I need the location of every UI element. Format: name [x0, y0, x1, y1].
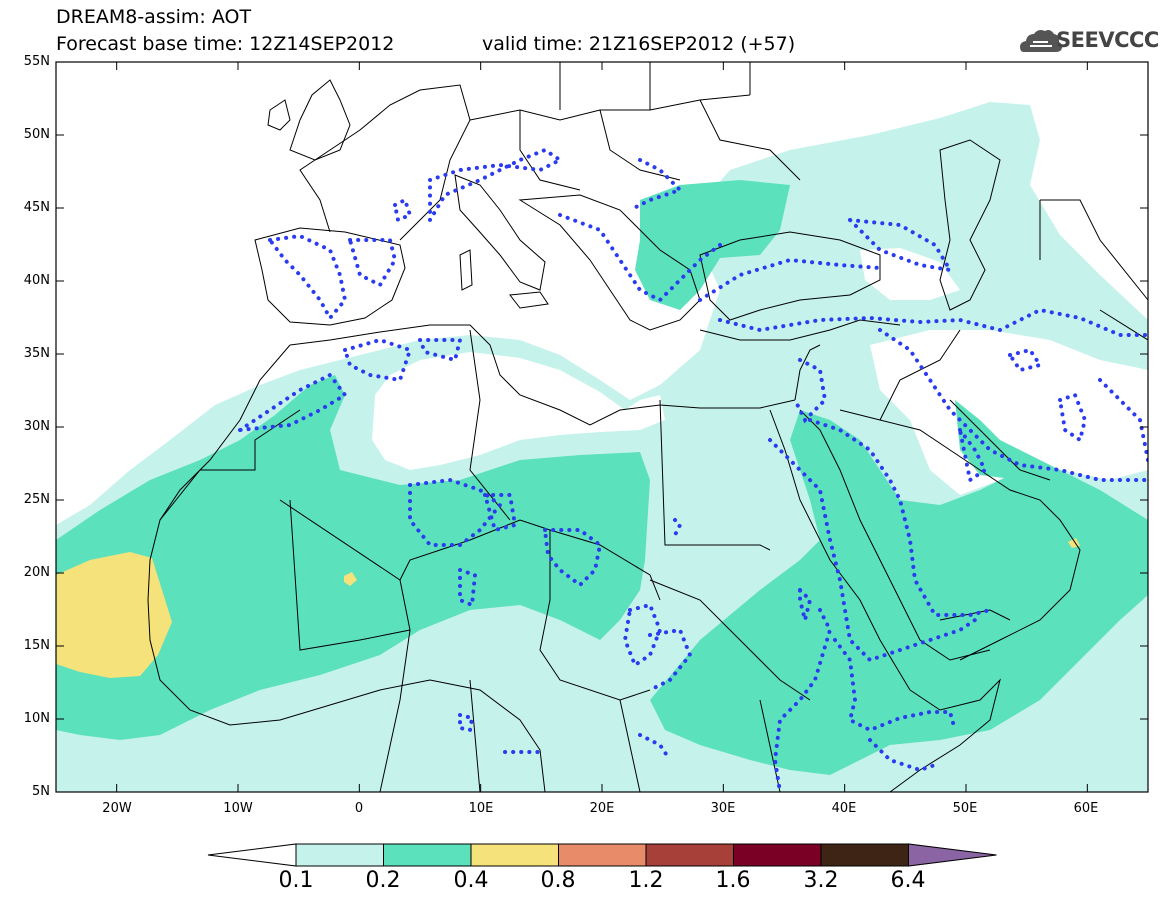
lat-tick-label: 25N	[23, 492, 50, 507]
lon-tick-label: 60E	[1073, 801, 1099, 816]
lat-tick-label: 55N	[23, 54, 50, 69]
colorbar-label: 6.4	[890, 868, 926, 893]
colorbar-label: 1.2	[628, 868, 664, 893]
lat-tick-label: 20N	[23, 565, 50, 580]
colorbar-label: 0.4	[453, 868, 489, 893]
colorbar-label: 0.1	[278, 868, 314, 893]
lon-tick-label: 20W	[102, 801, 132, 816]
colorbar-label: 3.2	[803, 868, 839, 893]
lon-tick-label: 30E	[710, 801, 736, 816]
lon-tick-label: 40E	[831, 801, 857, 816]
colorbar-label: 0.2	[365, 868, 401, 893]
lat-tick-label: 15N	[23, 638, 50, 653]
lat-tick-label: 10N	[23, 711, 50, 726]
lon-tick-label: 0	[354, 801, 364, 816]
logo-text: SEEVCCC	[1056, 28, 1159, 52]
lat-tick-label: 50N	[23, 127, 50, 142]
map-title: DREAM8-assim: AOT	[56, 6, 252, 28]
colorbar-label: 1.6	[715, 868, 751, 893]
aot-region-high	[56, 552, 172, 678]
cloud-icon	[1020, 30, 1063, 52]
aot-region-mid	[56, 375, 650, 740]
lat-tick-label: 45N	[23, 200, 50, 215]
colorbar-label: 0.8	[540, 868, 576, 893]
lat-tick-label: 35N	[23, 346, 50, 361]
lat-tick-label: 5N	[32, 784, 50, 799]
lon-tick-label: 10E	[468, 801, 494, 816]
valid-time: valid time: 21Z16SEP2012 (+57)	[482, 33, 796, 55]
lon-tick-label: 20E	[589, 801, 615, 816]
lon-tick-label: 10W	[223, 801, 253, 816]
lon-tick-label: 50E	[952, 801, 978, 816]
lat-tick-label: 40N	[23, 273, 50, 288]
lat-tick-label: 30N	[23, 419, 50, 434]
forecast-base-time: Forecast base time: 12Z14SEP2012	[56, 33, 395, 55]
